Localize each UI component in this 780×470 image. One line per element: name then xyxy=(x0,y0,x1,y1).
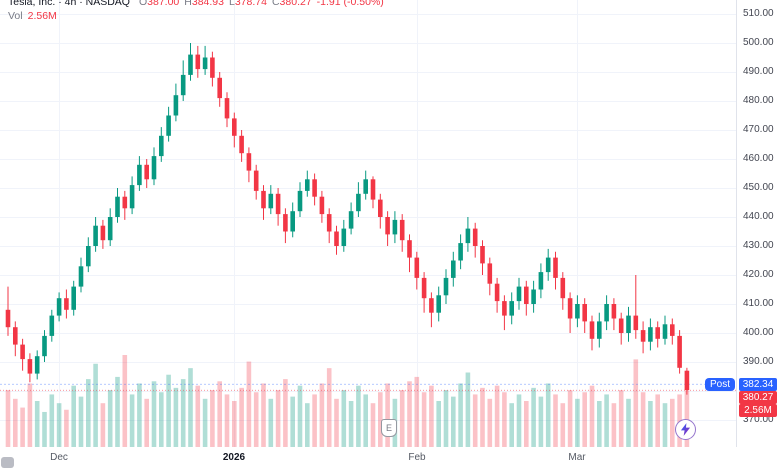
grid-lines xyxy=(0,0,736,447)
lightning-icon xyxy=(680,423,691,436)
time-axis-label: Mar xyxy=(568,452,586,463)
close-label: C xyxy=(271,0,280,8)
vol-label: Vol xyxy=(8,10,23,22)
price-axis-label: 460.00 xyxy=(743,153,774,164)
post-price-badge: 382.34 xyxy=(739,378,777,391)
volume-indicator-row[interactable]: Vol 2.56M xyxy=(8,10,57,22)
time-axis-label: 2026 xyxy=(222,452,246,463)
earnings-marker[interactable]: E xyxy=(381,419,397,437)
earnings-label: E xyxy=(385,423,392,433)
price-axis[interactable]: 510.00 500.00 490.00 480.00 470.00 460.00 450.… xyxy=(737,0,780,447)
time-axis[interactable]: Dec 2026 Feb Mar xyxy=(0,447,780,470)
tradingview-logo[interactable] xyxy=(1,457,14,468)
vol-value: 2.56M xyxy=(27,10,57,22)
price-axis-label: 490.00 xyxy=(743,66,774,77)
high-label: H xyxy=(184,0,192,8)
price-axis-label: 470.00 xyxy=(743,124,774,135)
low-value: 378.74 xyxy=(234,0,267,8)
price-axis-label: 500.00 xyxy=(743,37,774,48)
close-value: 380.27 xyxy=(279,0,312,8)
open-label: O xyxy=(138,0,148,8)
change-value: -1.91 (-0.50%) xyxy=(316,0,384,8)
volume-value-badge: 2.56M xyxy=(739,404,777,417)
last-price-badge: 380.27 xyxy=(739,391,777,404)
symbol-info-row[interactable]: Tesla, Inc. · 4h · NASDAQ O387.00 H384.93 L… xyxy=(8,0,384,8)
symbol-title[interactable]: Tesla, Inc. · 4h · NASDAQ xyxy=(8,0,130,8)
price-axis-label: 420.00 xyxy=(743,269,774,280)
price-axis-label: 510.00 xyxy=(743,8,774,19)
time-axis-label: Feb xyxy=(408,452,426,463)
price-axis-label: 430.00 xyxy=(743,240,774,251)
boost-button[interactable] xyxy=(675,419,696,440)
price-axis-label: 450.00 xyxy=(743,182,774,193)
price-axis-label: 480.00 xyxy=(743,95,774,106)
low-label: L xyxy=(228,0,235,8)
price-axis-label: 390.00 xyxy=(743,356,774,367)
volume-bars xyxy=(5,355,690,447)
post-market-badge[interactable]: Post xyxy=(705,378,735,391)
price-axis-label: 370.00 xyxy=(743,414,774,425)
candles xyxy=(5,43,690,395)
high-value: 384.93 xyxy=(191,0,224,8)
price-axis-label: 440.00 xyxy=(743,211,774,222)
open-value: 387.00 xyxy=(147,0,180,8)
price-axis-label: 410.00 xyxy=(743,298,774,309)
time-axis-label: Dec xyxy=(50,452,68,463)
price-axis-label: 400.00 xyxy=(743,327,774,338)
